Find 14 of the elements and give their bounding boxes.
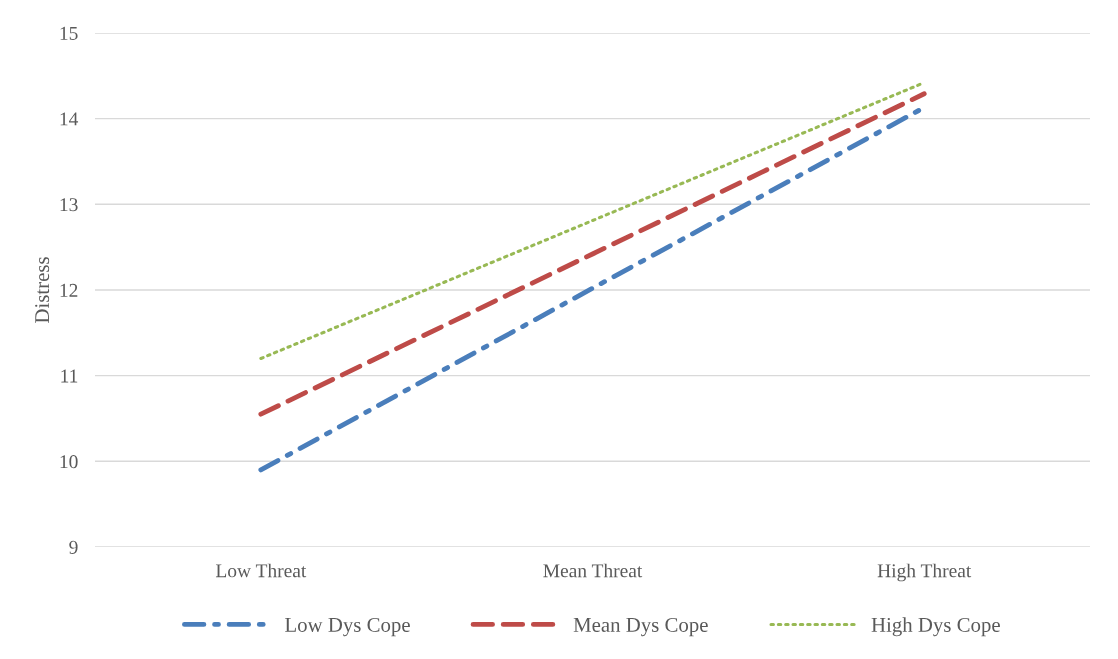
legend-label: High Dys Cope [871, 617, 1000, 637]
y-tick-label: 12 [60, 283, 78, 297]
legend-label: Mean Dys Cope [573, 617, 708, 637]
y-tick-label: 9 [69, 540, 78, 554]
y-tick-label: 10 [60, 455, 78, 469]
x-tick-label: High Threat [877, 563, 972, 582]
x-tick-label: Low Threat [215, 563, 307, 578]
y-tick-label: 11 [61, 369, 78, 383]
y-tick-label: 13 [60, 198, 78, 212]
y-tick-label: 15 [60, 26, 78, 40]
x-tick-label: Mean Threat [543, 563, 643, 578]
y-axis-title: Distress [35, 257, 50, 323]
y-tick-label: 14 [60, 112, 79, 126]
legend-label: Low Dys Cope [285, 617, 410, 637]
